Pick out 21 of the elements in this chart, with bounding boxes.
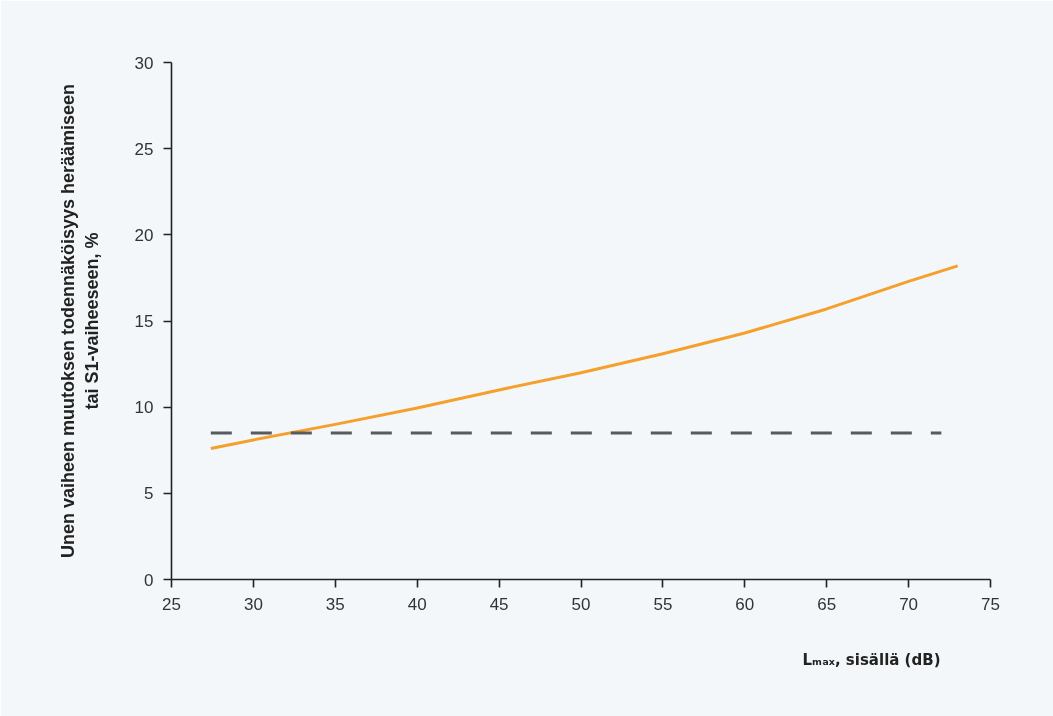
x-tick-label: 70 (899, 594, 919, 614)
y-tick-label: 20 (134, 225, 154, 245)
x-tick-label: 30 (243, 594, 263, 614)
y-tick-label: 25 (134, 139, 154, 159)
x-axis-title: Lₘₐₓ, sisällä (dB) (802, 650, 941, 669)
x-tick-label: 40 (407, 594, 427, 614)
x-tick-label: 35 (325, 594, 345, 614)
x-tick-label: 50 (571, 594, 591, 614)
y-tick-label: 5 (144, 484, 154, 504)
y-tick-label: 10 (134, 398, 154, 418)
y-tick-label: 30 (134, 53, 154, 73)
y-axis-title: Unen vaiheen muutoksen todennäköisyys heräämiseen tai S1-vaiheeseen, % (57, 83, 102, 559)
x-tick-label: 60 (735, 594, 755, 614)
x-tick-label: 55 (653, 594, 673, 614)
x-tick-label: 25 (162, 594, 181, 614)
x-tick-label: 45 (489, 594, 509, 614)
line-series (209, 264, 960, 451)
y-tick-label: 0 (144, 570, 154, 590)
x-tick-label: 75 (981, 594, 1000, 614)
x-tick-label: 65 (817, 594, 837, 614)
y-tick-label: 15 (134, 312, 154, 331)
